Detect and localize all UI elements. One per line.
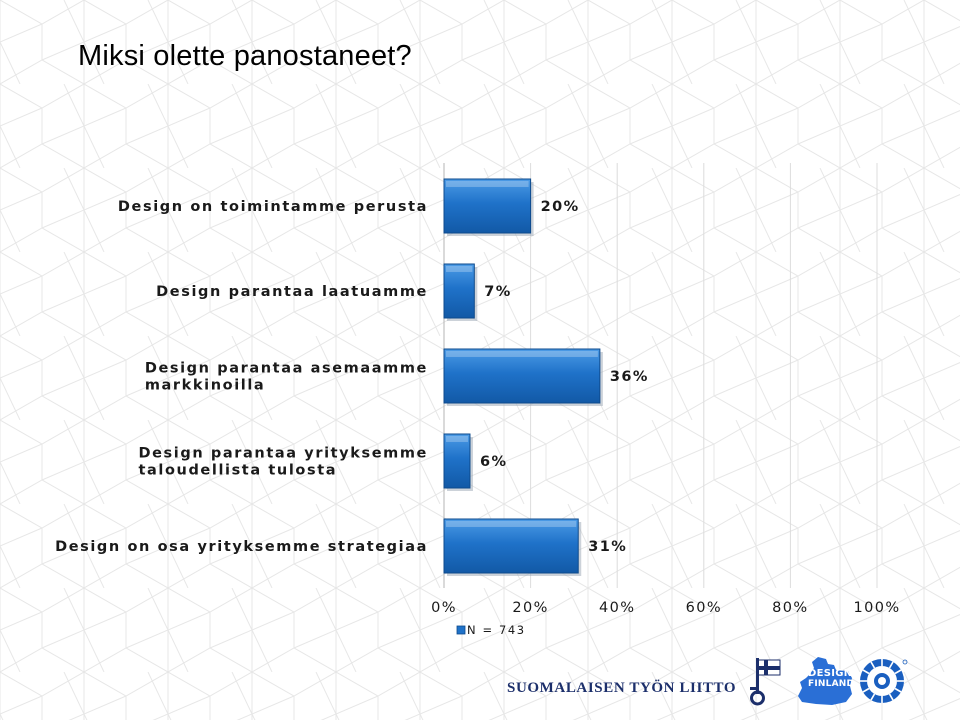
wheel-spoke (870, 661, 876, 669)
category-label: Design on osa yrityksemme strategiaa (55, 539, 428, 555)
bar-1 (443, 178, 532, 234)
wheel-spoke (870, 693, 876, 701)
value-label: 31% (588, 539, 627, 555)
wheel-spoke (888, 693, 894, 701)
value-label: 7% (484, 284, 511, 300)
bar-5 (443, 518, 579, 574)
chart-labels: 20% Design on toimintamme perusta 7% Design… (55, 199, 649, 555)
x-tick-label: 80% (772, 600, 808, 616)
chart-legend: N = 743 (456, 623, 526, 637)
bar-3 (443, 348, 601, 404)
x-tick-label: 40% (599, 600, 635, 616)
organization-name: SUOMALAISEN TYÖN LIITTO (507, 680, 737, 696)
slide-title: Miksi olette panostaneet? (78, 40, 412, 72)
x-tick-label: 0% (431, 600, 457, 616)
bar-highlight (446, 521, 577, 527)
wheel-spoke (894, 687, 902, 693)
bar-highlight (446, 351, 598, 357)
wheel-spoke (862, 687, 870, 693)
category-label: Design parantaa yrityksemme taloudellista… (138, 446, 428, 479)
wheel-spoke (894, 669, 902, 675)
value-label: 36% (610, 369, 649, 385)
x-tick-label: 100% (853, 600, 900, 616)
finnish-flag-key-icon (750, 658, 781, 706)
bar-2 (443, 263, 475, 319)
category-label: Design parantaa asemaamme markkinoilla (145, 361, 428, 394)
category-label: Design on toimintamme perusta (118, 199, 428, 215)
legend-swatch (456, 625, 466, 635)
bar-highlight (446, 181, 529, 187)
bar-highlight (446, 266, 473, 272)
bar-4 (443, 433, 471, 489)
wheel-spoke (888, 661, 894, 669)
design-finland-map-icon (798, 657, 852, 705)
bar-highlight (446, 436, 468, 442)
chart-bars (443, 178, 603, 576)
chart-x-axis: 0% 20% 40% 60% 80% 100% (431, 600, 900, 616)
logo-text-design: DESIGN (808, 668, 853, 679)
x-tick-label: 60% (686, 600, 722, 616)
x-tick-label: 20% (512, 600, 548, 616)
value-label: 6% (480, 454, 507, 470)
wheel-emblem-icon (860, 659, 908, 703)
value-label: 20% (541, 199, 580, 215)
category-label: Design parantaa laatuamme (156, 284, 428, 300)
wheel-spoke (862, 669, 870, 675)
logo-text-finland: FINLAND (808, 679, 855, 689)
legend-label: N = 743 (467, 623, 526, 637)
design-finland-logo-text: DESIGN FINLAND (808, 668, 855, 690)
